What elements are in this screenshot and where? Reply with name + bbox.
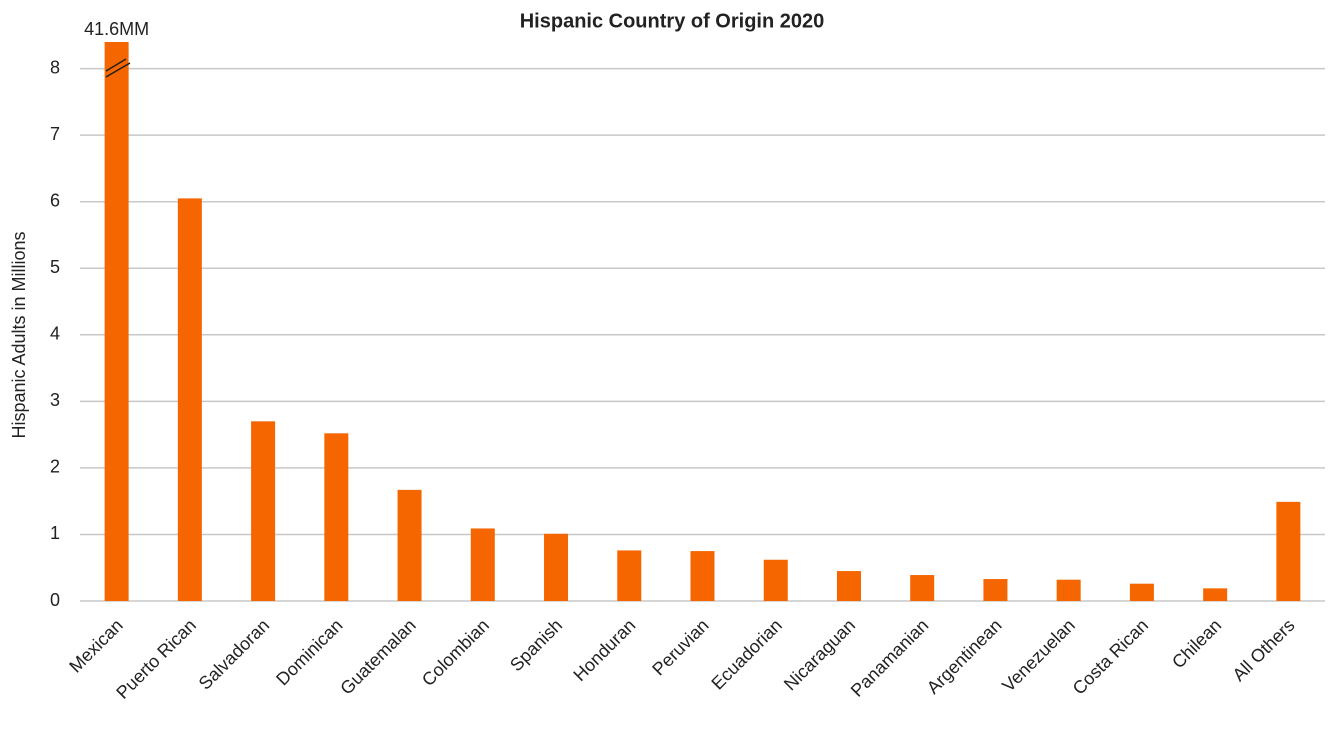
bars [104, 42, 1301, 601]
x-tick-label: Peruvian [648, 615, 712, 679]
bar [836, 571, 861, 601]
x-tick-label: Nicaraguan [780, 615, 859, 694]
x-tick-label: Mexican [65, 615, 127, 677]
x-tick-label: Ecuadorian [707, 615, 786, 694]
y-tick-label: 1 [50, 523, 60, 543]
x-tick-label: Dominican [272, 615, 346, 689]
bar [1203, 588, 1228, 601]
x-tick-label: Spanish [506, 615, 566, 675]
y-tick-label: 3 [50, 390, 60, 410]
bar [910, 575, 935, 601]
y-tick-label: 4 [50, 324, 60, 344]
bar [544, 533, 569, 601]
bar [397, 489, 422, 601]
bar [763, 559, 788, 601]
x-tick-label: Salvadoran [195, 615, 274, 694]
y-tick-label: 0 [50, 590, 60, 610]
bar [690, 551, 715, 601]
y-tick-label: 5 [50, 257, 60, 277]
bar [1056, 579, 1081, 601]
y-tick-label: 7 [50, 124, 60, 144]
chart-title: Hispanic Country of Origin 2020 [520, 10, 825, 32]
x-tick-label: Panamanian [847, 615, 933, 701]
bar [251, 421, 276, 601]
bar [177, 198, 202, 601]
y-tick-label: 6 [50, 190, 60, 210]
bar [470, 528, 495, 601]
x-tick-label: Costa Rican [1069, 615, 1152, 698]
y-axis-title: Hispanic Adults in Millions [9, 231, 29, 438]
bar [983, 579, 1008, 601]
value-label: 41.6MM [84, 19, 149, 39]
x-tick-label: Venezuelan [998, 615, 1079, 696]
bar [1129, 583, 1154, 601]
bar [617, 550, 642, 601]
x-tick-label: Colombian [418, 615, 493, 690]
bar [1276, 501, 1301, 601]
x-tick-label: Chilean [1168, 615, 1225, 672]
x-tick-label: Honduran [569, 615, 639, 685]
bar [324, 433, 349, 601]
x-tick-label: Argentinean [923, 615, 1006, 698]
y-tick-label: 2 [50, 457, 60, 477]
grid [80, 67, 1325, 602]
bar [104, 42, 129, 601]
x-tick-label: Guatemalan [336, 615, 419, 698]
y-tick-label: 8 [50, 57, 60, 77]
x-tick-label: All Others [1229, 615, 1299, 685]
axis-break [105, 58, 131, 78]
